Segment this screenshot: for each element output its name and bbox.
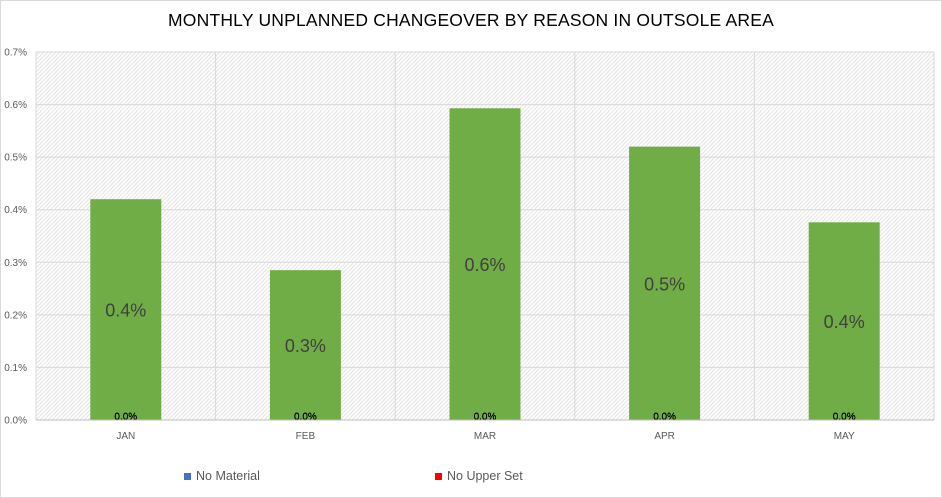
y-tick-label: 0.5% (4, 153, 27, 164)
bar-may (808, 222, 880, 420)
bar-value-label: 0.4% (105, 301, 146, 321)
x-axis: JAN FEB MAR APR MAY (36, 419, 934, 442)
x-tick-label: MAY (834, 431, 855, 442)
y-tick-label: 0.7% (4, 48, 27, 59)
legend-item-no-material: No Material (184, 469, 260, 483)
bar-feb (269, 270, 341, 420)
y-tick-label: 0.0% (4, 416, 27, 427)
legend-item-no-upper-set: No Upper Set (435, 469, 523, 483)
y-tick-label: 0.6% (4, 100, 27, 111)
zero-value-label-1: 0.0% (294, 412, 317, 423)
x-tick-label: APR (654, 431, 675, 442)
bar-apr (629, 146, 701, 420)
y-tick-label: 0.4% (4, 205, 27, 216)
zero-value-label-1: 0.0% (653, 412, 676, 423)
bar-value-label: 0.3% (285, 336, 326, 356)
y-tick-label: 0.3% (4, 258, 27, 269)
zero-value-label-1: 0.0% (833, 412, 856, 423)
bar-value-label: 0.4% (824, 312, 865, 332)
zero-value-label-1: 0.0% (114, 412, 137, 423)
chart-title: MONTHLY UNPLANNED CHANGEOVER BY REASON I… (168, 10, 774, 30)
legend-label-no-material: No Material (196, 469, 260, 483)
bar-value-label: 0.6% (464, 255, 505, 275)
x-tick-label: JAN (116, 431, 135, 442)
no-material-swatch (184, 472, 191, 480)
x-tick-label: MAR (474, 431, 496, 442)
x-tick-label: FEB (296, 431, 316, 442)
bar-jan (90, 199, 162, 420)
zero-value-label-0: 0.0% (833, 412, 856, 423)
bar-value-label: 0.5% (644, 274, 685, 294)
y-tick-label: 0.1% (4, 363, 27, 374)
y-axis: 0.0% 0.1% 0.2% 0.3% 0.4% 0.5% 0.6% 0.7% (4, 48, 27, 427)
zero-value-label-0: 0.0% (114, 412, 137, 423)
bar-mar (449, 108, 521, 420)
legend-label-no-upper-set: No Upper Set (447, 469, 523, 483)
zero-value-label-1: 0.0% (474, 412, 497, 423)
zero-value-label-0: 0.0% (474, 412, 497, 423)
bars: 0.4%0.0%0.0%0.3%0.0%0.0%0.6%0.0%0.0%0.5%… (90, 108, 880, 423)
zero-value-label-0: 0.0% (653, 412, 676, 423)
y-tick-label: 0.2% (4, 310, 27, 321)
zero-value-label-0: 0.0% (294, 412, 317, 423)
no-upper-set-swatch (435, 472, 442, 480)
